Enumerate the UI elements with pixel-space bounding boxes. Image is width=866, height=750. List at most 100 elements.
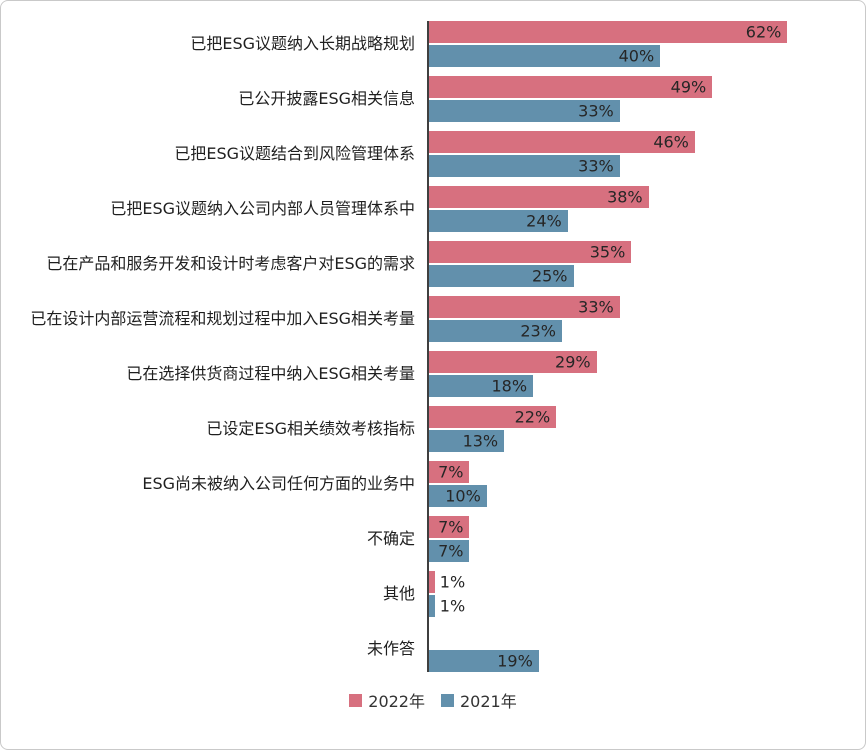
bar-value-label: 22%	[514, 407, 551, 427]
bar-value-label: 40%	[618, 46, 655, 66]
bar-group: 7% 7%	[427, 516, 857, 562]
bar-line-2022年: 38%	[429, 186, 857, 208]
legend-swatch-2021	[441, 693, 454, 707]
bar-line-2022年: 33%	[429, 296, 857, 318]
bar	[429, 131, 695, 153]
chart-row: 已公开披露ESG相关信息 49% 33%	[9, 76, 857, 122]
bar-line-2022年: 7%	[429, 516, 857, 538]
category-label: 不确定	[366, 529, 415, 549]
bar-value-label: 18%	[491, 376, 528, 396]
bar-group: 1% 1%	[427, 571, 857, 617]
bar	[429, 351, 597, 373]
category-label: ESG尚未被纳入公司任何方面的业务中	[142, 474, 415, 494]
bar-value-label: 19%	[497, 651, 533, 671]
category-label: 已在选择供货商过程中纳入ESG相关考量	[126, 364, 415, 384]
bar-line-2021年: 25%	[429, 265, 857, 287]
legend: 2022年 2021年	[9, 688, 857, 712]
legend-swatch-2022	[349, 693, 363, 707]
bar-value-label: 7%	[438, 517, 464, 537]
chart-rows: 已把ESG议题纳入长期战略规划 62% 40% 已公开披露ESG相关信息 49% 33% 已…	[9, 21, 857, 672]
bar	[429, 375, 534, 397]
bar-line-2021年: 23%	[429, 320, 857, 342]
bar-value-label: 7%	[438, 541, 464, 561]
legend-item-2021: 2021年	[441, 688, 517, 712]
bar-line-2022年: 22%	[429, 406, 857, 428]
bar-line-2022年: 1%	[429, 571, 857, 593]
bar-line-2021年: 24%	[429, 210, 857, 232]
bar-line-2021年: 33%	[429, 100, 857, 122]
bar-value-label: 46%	[653, 132, 689, 152]
bar-line-2021年: 1%	[429, 595, 857, 617]
bar-value-label: 7%	[438, 462, 464, 482]
chart-row: ESG尚未被纳入公司任何方面的业务中 7% 10%	[9, 461, 857, 507]
bar-value-label: 1%	[439, 572, 466, 592]
legend-label-2021: 2021年	[460, 692, 517, 711]
bar-value-label: 49%	[670, 77, 707, 97]
bar-value-label: 33%	[578, 156, 614, 176]
bar	[429, 76, 713, 98]
category-label: 已公开披露ESG相关信息	[238, 89, 415, 109]
bar	[429, 241, 632, 263]
bar-value-label: 33%	[578, 297, 614, 317]
bar-value-label: 13%	[462, 431, 499, 451]
bar	[429, 210, 568, 232]
chart-row: 其他 1% 1%	[9, 571, 857, 617]
bar	[429, 45, 661, 67]
bar	[429, 485, 487, 507]
bar-value-label: 33%	[578, 101, 614, 121]
bar-line-2021年: 7%	[429, 540, 857, 562]
bar	[429, 320, 562, 342]
bar-line-2021年: 13%	[429, 430, 857, 452]
bar-line-2022年: 29%	[429, 351, 857, 373]
category-label: 未作答	[366, 639, 415, 659]
chart-row: 已在设计内部运营流程和规划过程中加入ESG相关考量 33% 23%	[9, 296, 857, 342]
bar	[429, 186, 649, 208]
bar-line-2022年	[429, 626, 857, 648]
bar-group: 35% 25%	[427, 241, 857, 287]
bar	[429, 296, 620, 318]
bar	[429, 430, 505, 452]
y-axis-line	[427, 21, 429, 672]
bar-line-2022年: 49%	[429, 76, 857, 98]
category-label: 其他	[382, 584, 415, 604]
bar-value-label: 38%	[607, 187, 643, 207]
bar	[429, 540, 470, 562]
bar-value-label: 10%	[445, 486, 481, 506]
chart-row: 已把ESG议题纳入公司内部人员管理体系中 38% 24%	[9, 186, 857, 232]
bar-value-label: 35%	[589, 242, 626, 262]
bar-group: 22% 13%	[427, 406, 857, 452]
bar-line-2021年: 10%	[429, 485, 857, 507]
chart-row: 不确定 7% 7%	[9, 516, 857, 562]
bar	[429, 265, 574, 287]
chart-row: 已在选择供货商过程中纳入ESG相关考量 29% 18%	[9, 351, 857, 397]
bar-group: 49% 33%	[427, 76, 857, 122]
bar-line-2021年: 19%	[429, 650, 857, 672]
chart-row: 已把ESG议题纳入长期战略规划 62% 40%	[9, 21, 857, 67]
bar-line-2022年: 46%	[429, 131, 857, 153]
bar-line-2021年: 33%	[429, 155, 857, 177]
bar	[429, 650, 539, 672]
bar-value-label: 23%	[520, 321, 556, 341]
bar-group: 29% 18%	[427, 351, 857, 397]
bar	[429, 155, 620, 177]
chart-row: 未作答 19%	[9, 626, 857, 672]
bar-group: 19%	[427, 626, 857, 672]
bar	[429, 100, 620, 122]
bar	[429, 21, 788, 43]
bar-value-label: 24%	[526, 211, 562, 231]
bar-group: 46% 33%	[427, 131, 857, 177]
bar-line-2022年: 62%	[429, 21, 857, 43]
bar	[429, 406, 557, 428]
chart-row: 已设定ESG相关绩效考核指标 22% 13%	[9, 406, 857, 452]
bar-line-2022年: 35%	[429, 241, 857, 263]
grouped-bar-chart: 已把ESG议题纳入长期战略规划 62% 40% 已公开披露ESG相关信息 49% 33% 已…	[9, 21, 857, 712]
bar-group: 62% 40%	[427, 21, 857, 67]
bar-line-2021年: 40%	[429, 45, 857, 67]
bar-group: 7% 10%	[427, 461, 857, 507]
bar-value-label: 62%	[745, 22, 782, 42]
bar-value-label: 1%	[439, 596, 466, 616]
bar-value-label: 29%	[555, 352, 591, 372]
chart-row: 已把ESG议题结合到风险管理体系 46% 33%	[9, 131, 857, 177]
category-label: 已把ESG议题纳入公司内部人员管理体系中	[110, 199, 415, 219]
